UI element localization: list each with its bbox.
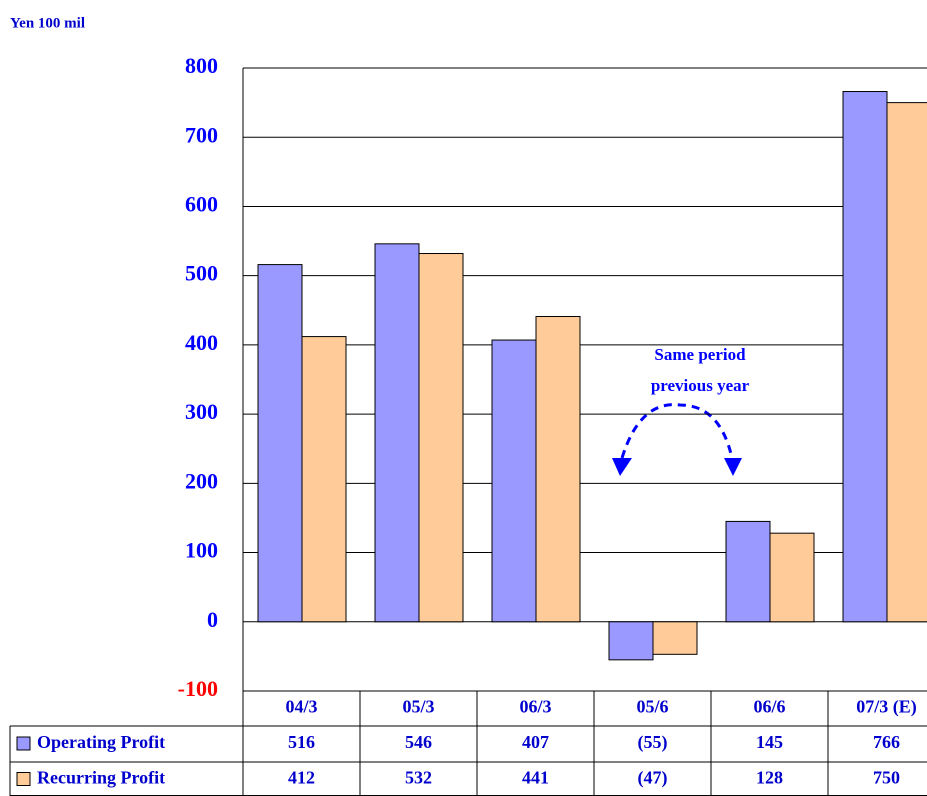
- table-value: 441: [522, 768, 549, 788]
- x-tick-label: 05/6: [636, 697, 668, 717]
- legend-label: Recurring Profit: [37, 768, 165, 788]
- y-tick-label: 200: [185, 468, 218, 493]
- legend-swatch: [16, 772, 31, 786]
- dashed-arc: [620, 403, 734, 459]
- bar: [652, 621, 698, 655]
- table-value: 532: [405, 768, 432, 788]
- table-value: 750: [873, 768, 900, 788]
- arrow-head: [612, 458, 632, 476]
- y-tick-label: 800: [185, 53, 218, 78]
- bar: [301, 336, 347, 623]
- y-tick-label: 100: [185, 538, 218, 563]
- table-value: 766: [873, 732, 900, 752]
- y-tick-label: 600: [185, 191, 218, 216]
- y-tick-label: 500: [185, 261, 218, 286]
- table-value: (55): [638, 732, 668, 753]
- table-value: 412: [288, 768, 315, 788]
- table-value: 516: [288, 732, 315, 752]
- x-tick-label: 07/3 (E): [856, 697, 917, 718]
- x-tick-label: 06/6: [753, 697, 785, 717]
- bar: [535, 316, 581, 623]
- y-tick-label: 300: [185, 399, 218, 424]
- table-value: (47): [638, 768, 668, 789]
- annotation-arrow: [620, 403, 734, 459]
- bar: [725, 520, 771, 623]
- y-tick-label: 400: [185, 330, 218, 355]
- legend-swatch: [16, 736, 31, 751]
- y-tick-label: -100: [178, 676, 218, 701]
- y-unit-label: Yen 100 mil: [10, 15, 85, 31]
- bar: [769, 532, 815, 623]
- annotation: Same period: [654, 345, 746, 364]
- bar: [842, 91, 888, 623]
- table-value: 145: [756, 732, 783, 752]
- bar: [608, 621, 654, 661]
- bar: [418, 253, 464, 623]
- bar: [886, 102, 927, 623]
- table-value: 546: [405, 732, 432, 752]
- y-tick-label: 700: [185, 122, 218, 147]
- table-value: 128: [756, 768, 783, 788]
- x-tick-label: 05/3: [402, 697, 434, 717]
- x-tick-label: 06/3: [519, 697, 551, 717]
- x-tick-label: 04/3: [285, 697, 317, 717]
- bar: [374, 243, 420, 623]
- bar: [491, 339, 537, 623]
- bar: [257, 264, 303, 623]
- y-tick-label: 0: [207, 607, 218, 632]
- legend-label: Operating Profit: [37, 732, 165, 752]
- arrow-head: [724, 458, 742, 476]
- table-value: 407: [522, 732, 549, 752]
- annotation: previous year: [651, 376, 750, 395]
